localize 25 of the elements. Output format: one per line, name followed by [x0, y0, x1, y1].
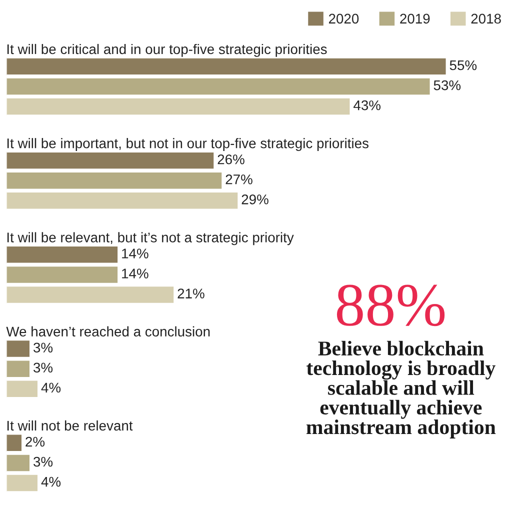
data-label: 29% [242, 194, 268, 204]
data-label: 2% [26, 436, 45, 447]
y-tick-label: It will not be relevant [7, 420, 133, 431]
data-label: 4% [41, 382, 61, 393]
data-label: 4% [41, 476, 61, 487]
legend-label: 2018 [471, 14, 501, 24]
data-label: 27% [226, 174, 252, 184]
annotation: 88% [336, 284, 445, 326]
legend-label: 2020 [328, 14, 359, 24]
data-label: 21% [178, 288, 204, 298]
y-tick-label: It will be relevant, but it’s not a strategic priority [7, 232, 294, 246]
annotation: Believe blockchain technology is broadly scalable and will eventually achieve mainstream adoption [306, 340, 496, 438]
y-tick-label: It will be critical and in our top-five strategic priorities [7, 44, 327, 57]
data-label: 14% [122, 268, 148, 278]
data-label: 3% [33, 456, 53, 467]
data-label: 3% [33, 362, 53, 373]
data-label: 14% [122, 248, 148, 258]
y-tick-label: We haven’t reached a conclusion [6, 326, 210, 337]
data-label: 43% [354, 100, 380, 110]
data-label: 53% [434, 80, 461, 90]
y-tick-label: It will be important, but not in our top-five strategic priorities [7, 138, 368, 152]
legend-label: 2019 [400, 14, 430, 24]
data-label: 3% [33, 342, 53, 353]
data-label: 55% [450, 60, 477, 70]
data-label: 26% [218, 154, 244, 164]
